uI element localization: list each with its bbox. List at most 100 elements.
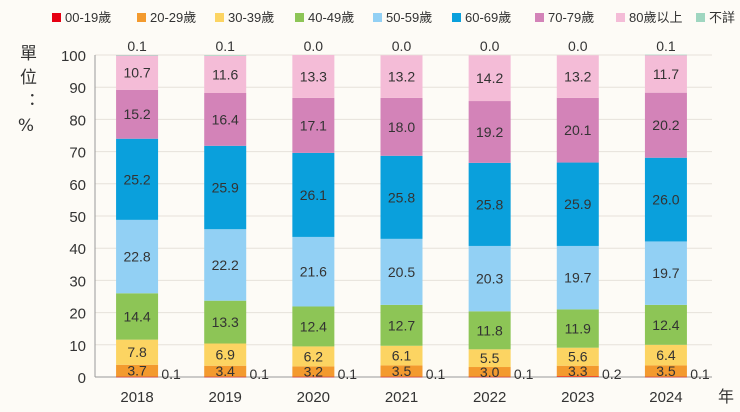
bar-segment [380, 376, 423, 378]
bar-segment [116, 138, 159, 220]
bar-segment [644, 157, 687, 242]
data-label: 15.2 [123, 106, 150, 122]
bar-segment [204, 55, 247, 56]
data-label: 19.7 [652, 265, 679, 281]
data-label: 22.2 [212, 257, 239, 273]
data-label: 19.2 [476, 124, 503, 140]
legend-swatch [137, 13, 146, 22]
legend-swatch [696, 13, 705, 22]
bar-segment [468, 367, 511, 377]
y-tick-label: 70 [69, 145, 86, 162]
y-tick-label: 80 [69, 112, 86, 129]
bar-segment [380, 304, 423, 346]
data-label: 3.5 [392, 363, 412, 379]
data-label: 25.2 [123, 171, 150, 187]
legend-label: 40-49歲 [308, 10, 354, 25]
x-tick-label: 2022 [473, 389, 506, 406]
data-label: 7.8 [127, 344, 147, 360]
data-label: 0.0 [480, 38, 500, 54]
bar-segment [116, 55, 159, 90]
bar-segment [556, 245, 599, 310]
bar-segment [644, 344, 687, 366]
data-label: 0.1 [338, 366, 358, 382]
x-tick-label: 2020 [297, 389, 330, 406]
x-tick-label: 2021 [385, 389, 418, 406]
bar-segment [468, 311, 511, 350]
data-label: 25.9 [212, 180, 239, 196]
y-tick-label: 20 [69, 306, 86, 323]
bar-segment [292, 376, 335, 378]
bar-segment [644, 376, 687, 378]
data-label: 11.7 [653, 66, 679, 82]
data-label: 12.4 [300, 318, 327, 334]
data-label: 20.5 [388, 264, 415, 280]
bar-segment [380, 55, 423, 98]
data-label: 20.3 [476, 271, 503, 287]
y-tick-label: 10 [69, 338, 86, 355]
data-label: 0.1 [426, 366, 446, 382]
data-label: 3.3 [568, 363, 588, 379]
legend-swatch [452, 13, 461, 22]
data-label: 26.1 [300, 187, 327, 203]
data-label: 3.4 [215, 363, 235, 379]
bar-segment [204, 365, 247, 377]
x-tick-label: 2024 [649, 389, 682, 406]
data-label: 0.1 [656, 38, 676, 54]
y-tick-label: 30 [69, 273, 86, 290]
bar-segment [204, 92, 247, 146]
bar-segment [556, 55, 599, 98]
legend-swatch [215, 13, 224, 22]
data-label: 3.2 [304, 364, 324, 380]
bar-segment [556, 365, 599, 377]
y-tick-label: 0 [78, 370, 86, 387]
bar-segment [468, 376, 511, 378]
bar-segment [380, 238, 423, 305]
data-label: 11.8 [477, 322, 503, 338]
legend-swatch [616, 13, 625, 22]
legend-swatch [52, 13, 61, 22]
data-label: 25.8 [476, 196, 503, 212]
data-label: 16.4 [212, 111, 239, 127]
bar-segment [204, 376, 247, 378]
data-label: 20.2 [652, 117, 679, 133]
bar-segment [468, 55, 511, 102]
bar-segment [468, 162, 511, 246]
data-label: 6.9 [215, 347, 235, 363]
bar-segment [204, 343, 247, 366]
data-label: 5.6 [568, 349, 588, 365]
bar-segment [292, 366, 335, 377]
data-label: 13.3 [212, 314, 239, 330]
data-label: 18.0 [388, 119, 415, 135]
bar-segment [292, 236, 335, 307]
bar-segment [116, 339, 159, 365]
bar-segment [468, 349, 511, 368]
bar-segment [644, 92, 687, 158]
bar-segment [292, 97, 335, 153]
data-label: 19.7 [564, 270, 591, 286]
bar-segment [556, 97, 599, 163]
data-label: 0.0 [568, 38, 588, 54]
bar-segment [204, 145, 247, 230]
bar-segment [116, 219, 159, 294]
data-label: 12.7 [388, 317, 415, 333]
data-label: 11.6 [212, 66, 238, 82]
y-tick-label: 60 [69, 177, 86, 194]
x-tick-label: 2023 [561, 389, 594, 406]
bar-segment [292, 152, 335, 237]
bar-segment [204, 55, 247, 93]
bar-segment [292, 55, 335, 98]
bar-segment [116, 55, 159, 56]
data-label: 0.1 [127, 38, 147, 54]
bar-segment [644, 304, 687, 345]
bar-segment [644, 365, 687, 377]
bar-segment [556, 347, 599, 366]
data-label: 17.1 [300, 117, 327, 133]
data-label: 10.7 [123, 65, 150, 81]
y-tick-label: 50 [69, 209, 86, 226]
data-label: 20.1 [564, 122, 591, 138]
y-tick-label: 100 [61, 48, 86, 65]
legend-label: 80歲以上 [629, 10, 682, 25]
legend-label: 00-19歲 [65, 10, 111, 25]
